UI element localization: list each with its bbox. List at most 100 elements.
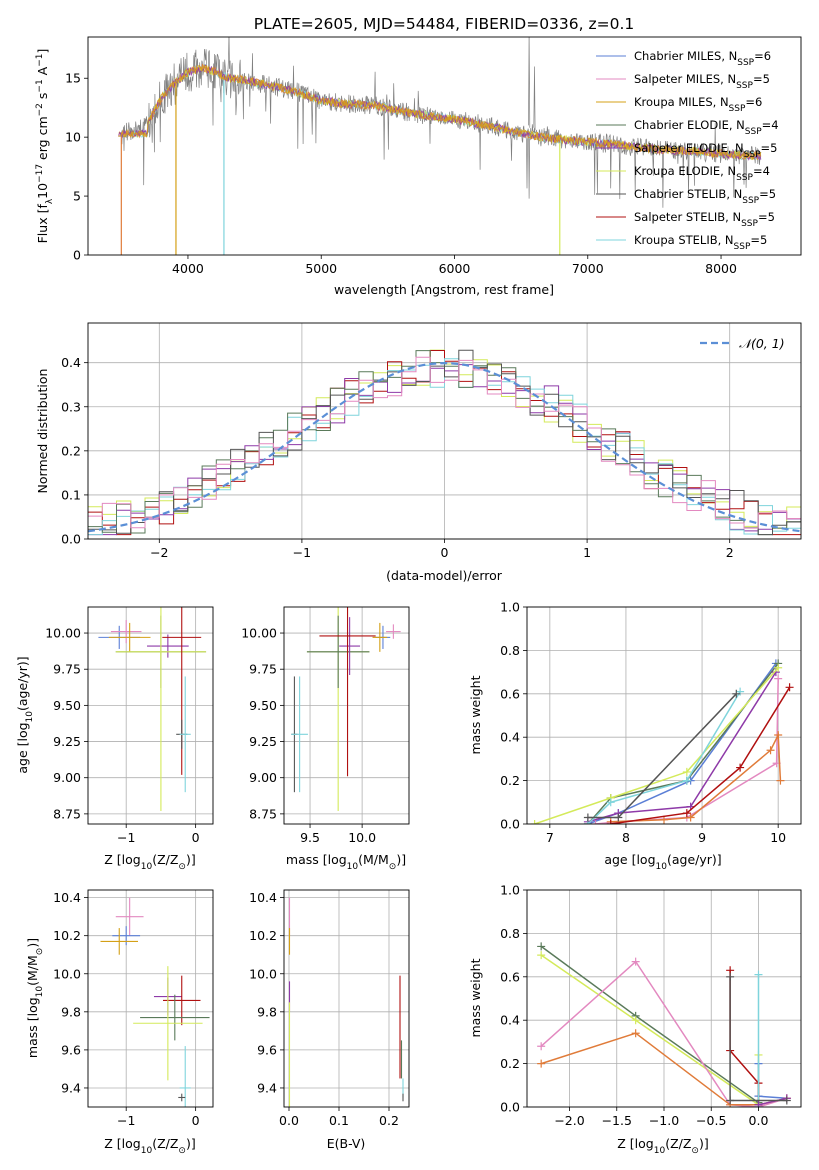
legend-label-part: =5 (761, 141, 778, 155)
y-tick-label: 0.4 (61, 355, 81, 370)
spectrum-y-label-part: 10 (35, 183, 50, 199)
weight-point-marker (726, 972, 735, 981)
y-tick-label: 0.4 (500, 1013, 520, 1028)
x-tick-label: −2.0 (554, 1113, 584, 1128)
y-tick-label: 5 (73, 189, 81, 204)
weight-point-marker (686, 813, 695, 822)
x-tick-label: 6000 (439, 261, 471, 276)
legend-label-part: =4 (753, 164, 770, 178)
weight-series-line (610, 732, 782, 823)
y-tick-label: 9.25 (53, 734, 81, 749)
legend-label-part: Salpeter MILES, N (634, 72, 736, 86)
x-tick-label: 4000 (172, 261, 204, 276)
y-tick-label: 9.25 (249, 734, 277, 749)
weight-series-line (540, 954, 760, 1107)
legend-label-part: =5 (758, 210, 775, 224)
mass-vs-Z-x-label-part: 10 (141, 1146, 153, 1156)
legend-label-part: SSP (736, 81, 753, 91)
y-tick-label: 9.50 (249, 698, 277, 713)
x-tick-label: 0.2 (379, 1113, 399, 1128)
mass-vs-ebv-axes: 0.0 0.1 0.2 9.4 9.6 9.8 10.0 10.2 10.4 (249, 889, 410, 1128)
age-vs-mass-x-label-part: mass [log (286, 852, 347, 867)
age-vs-Z-y-label-part: age [log (15, 722, 30, 773)
age-vs-mass-axes-plot (291, 607, 401, 811)
y-tick-label: 9.6 (61, 1042, 81, 1057)
age-vs-Z-x-label: Z [log10(Z/Z⊙)] (104, 852, 195, 872)
residuals-axes: −2 −1 0 1 2 0.0 0.1 0.2 0.3 0.4 (61, 322, 802, 560)
weight-series-line (757, 1063, 787, 1100)
weight-point-marker (736, 687, 745, 696)
mass-vs-Z-y-label-part: )] (25, 938, 40, 948)
weight-vs-Z-x-label-part: (Z/Z (665, 1136, 691, 1151)
spectrum-axes: 4000 5000 6000 7000 8000 0 5 10 15 (65, 36, 802, 276)
legend-label-part: SSP (745, 127, 762, 137)
age-vs-Z-x-label-part: Z [log (104, 852, 140, 867)
weight-vs-age-x-label-part: (age/yr)] (667, 852, 722, 867)
weight-vs-age-y-label: mass weight (468, 675, 483, 754)
weight-vs-Z-x-label: Z [log10(Z/Z⊙)] (617, 1136, 708, 1156)
y-tick-label: 15 (65, 71, 81, 86)
y-tick-label: 10 (65, 130, 81, 145)
legend-label: Kroupa STELIB, NSSP=5 (634, 233, 767, 252)
legend-label-part: Kroupa MILES, N (634, 95, 729, 109)
legend-label-part: =6 (754, 49, 771, 63)
weight-point-marker (537, 1042, 546, 1051)
weight-vs-age-axes-plot (530, 659, 794, 824)
model-spectrum-line (118, 64, 762, 161)
y-tick-label: 9.4 (257, 1080, 277, 1095)
weight-point-marker (682, 776, 691, 785)
y-tick-label: 0.6 (500, 686, 520, 701)
y-tick-label: 0.0 (500, 1100, 520, 1115)
y-tick-label: 9.6 (257, 1042, 277, 1057)
y-tick-label: 0.8 (500, 926, 520, 941)
residual-histogram-line (88, 356, 801, 529)
weight-point-marker (774, 674, 783, 683)
spectrum-y-label-part: erg cm (35, 116, 50, 164)
weight-point-marker (614, 813, 623, 822)
y-tick-label: 0.2 (61, 443, 81, 458)
y-tick-label: 10.4 (53, 890, 81, 905)
mass-vs-ebv-axes-frame (283, 889, 410, 1108)
legend-label-part: Chabrier ELODIE, N (634, 118, 745, 132)
y-tick-label: 9.50 (53, 698, 81, 713)
y-tick-label: 10.0 (53, 966, 81, 981)
legend-label-part: Salpeter STELIB, N (634, 210, 741, 224)
age-vs-Z-y-label-part: (age/yr)] (15, 656, 30, 711)
x-tick-label: 7000 (572, 261, 604, 276)
age-vs-Z-y-label: age [log10(age/yr)] (15, 656, 35, 773)
y-tick-label: 0.0 (500, 817, 520, 832)
age-vs-Z-x-label-part: (Z/Z (152, 852, 178, 867)
legend-label: Salpeter MILES, NSSP=5 (634, 72, 770, 91)
legend-label-part: SSP (742, 196, 759, 206)
y-tick-label: 0.3 (61, 399, 81, 414)
legend-label: Kroupa ELODIE, NSSP=4 (634, 164, 770, 183)
x-tick-label: −1 (117, 830, 135, 845)
legend-label-part: =5 (759, 187, 776, 201)
residuals-x-label: (data-model)/error (386, 568, 503, 583)
weight-point-marker (537, 1059, 546, 1068)
y-tick-label: 9.00 (53, 770, 81, 785)
residual-histogram-line (88, 349, 801, 536)
residuals-y-label: Normed distribution (35, 369, 50, 494)
weight-point-marker (776, 776, 785, 785)
weight-series-line (729, 970, 760, 1105)
mass-vs-Z-y-label-part: 10 (35, 986, 45, 998)
legend-label-part: SSP (729, 104, 746, 114)
age-vs-mass-x-label-part: ⊙ (389, 862, 397, 872)
y-tick-label: 10.2 (53, 928, 81, 943)
x-tick-label: −1 (293, 545, 311, 560)
x-tick-label: 9 (698, 830, 706, 845)
y-tick-label: 9.8 (257, 1004, 277, 1019)
y-tick-label: 0 (73, 248, 81, 263)
spectrum-y-label: Flux [fλ10−17 erg cm−2 s−1 A−1] (35, 49, 55, 244)
residual-histogram-line (88, 350, 801, 536)
y-tick-label: 1.0 (500, 883, 520, 898)
x-tick-label: −0.5 (696, 1113, 726, 1128)
spectrum-axes-plot (118, 37, 762, 255)
y-tick-label: 0.2 (500, 773, 520, 788)
y-tick-label: 0.6 (500, 969, 520, 984)
legend-label-part: Chabrier MILES, N (634, 49, 737, 63)
spectrum-y-label-part: −1 (35, 79, 45, 92)
